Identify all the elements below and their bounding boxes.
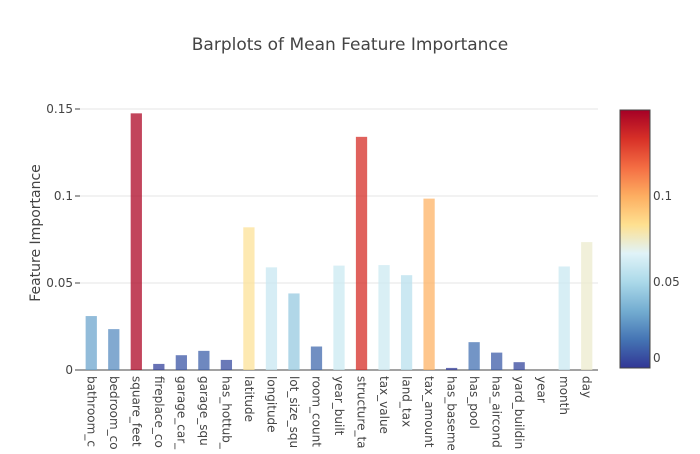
chart-title: Barplots of Mean Feature Importance — [192, 35, 508, 55]
bar-tax_amount — [423, 198, 435, 370]
x-tick-label: has_hottub_ — [219, 376, 233, 450]
bar-garage_car_ — [175, 355, 187, 370]
bar-longitude — [265, 267, 278, 370]
y-axis-title: Feature Importance — [28, 164, 44, 302]
x-tick-label: tax_amount — [422, 376, 436, 448]
y-tick-label: 0.05 — [46, 276, 73, 290]
bar-square_feet — [130, 113, 142, 370]
x-tick-label: garage_car_ — [174, 376, 188, 450]
bar-has_aircond — [491, 352, 503, 370]
x-tick-label: month — [557, 376, 571, 415]
bar-has_baseme — [445, 367, 458, 370]
y-tick-label: 0.1 — [54, 189, 73, 203]
x-tick-label: tax_value — [377, 376, 391, 434]
bar-land_tax — [400, 275, 413, 370]
x-tick-label: latitude — [242, 376, 256, 422]
x-tick-label: has_baseme — [445, 376, 459, 450]
x-tick-label: longitude — [264, 376, 278, 433]
x-tick-label: year — [535, 376, 549, 403]
x-tick-label: yard_buildin — [512, 376, 526, 449]
bar-structure_ta — [355, 136, 368, 370]
bar-bedroom_co — [108, 329, 120, 370]
bar-has_hottub_ — [220, 359, 233, 370]
bar-garage_squ — [198, 350, 210, 370]
bar-latitude — [243, 227, 255, 370]
x-tick-label: day — [580, 376, 594, 398]
x-tick-label: garage_squ — [197, 376, 211, 446]
y-tick-label: 0 — [65, 363, 73, 377]
x-tick-label: lot_size_squ — [287, 376, 301, 448]
bar-room_count — [310, 346, 323, 370]
x-tick-label: room_count — [309, 376, 323, 447]
x-tick-label: square_feet — [129, 376, 143, 447]
bar-tax_value — [378, 265, 390, 370]
colorbar-tick-label: 0.1 — [653, 189, 672, 203]
x-tick-label: land_tax — [400, 376, 414, 427]
bar-year_built — [333, 265, 345, 370]
x-tick-label: has_pool — [467, 376, 481, 429]
bar-month — [558, 266, 570, 370]
bar-yard_buildin — [513, 362, 525, 370]
x-tick-label: year_built — [332, 376, 346, 436]
bar-bathroom_c — [85, 316, 97, 370]
bar-has_pool — [468, 342, 480, 370]
colorbar-gradient — [619, 109, 651, 369]
x-tick-label: fireplace_co — [152, 376, 166, 448]
colorbar-tick-label: 0.05 — [653, 275, 680, 289]
x-tick-label: has_aircond — [490, 376, 504, 448]
colorbar-tick-label: 0 — [653, 351, 661, 365]
y-tick-label: 0.15 — [46, 102, 73, 116]
bars — [85, 113, 593, 370]
x-tick-label: structure_ta — [355, 376, 369, 449]
colorbar: 0 0.05 0.1 — [619, 109, 680, 369]
axes: 0 0.05 0.1 0.15 bathroom_c bedroom_co square_f… — [46, 102, 594, 451]
bar-day — [581, 242, 593, 370]
bar-fireplace_co — [153, 363, 165, 370]
x-tick-label: bathroom_c — [84, 376, 98, 447]
x-tick-label: bedroom_co — [107, 376, 121, 450]
bar-lot_size_squ — [288, 293, 300, 370]
